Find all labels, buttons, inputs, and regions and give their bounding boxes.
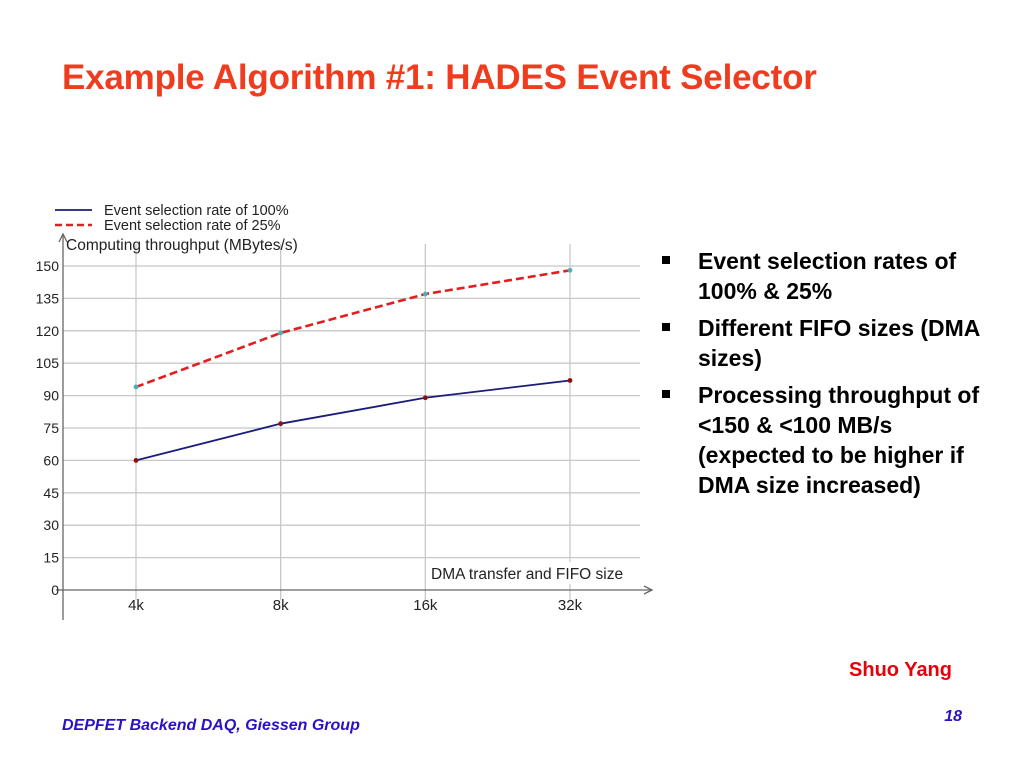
y-axis-arrow-icon: [58, 232, 68, 243]
data-point: [567, 267, 573, 273]
data-point: [133, 384, 139, 390]
data-point: [133, 458, 139, 463]
y-tick-label: 135: [36, 290, 60, 306]
y-tick-label: 90: [43, 388, 59, 404]
legend-label: Event selection rate of 25%: [104, 218, 281, 234]
chart-legend: Event selection rate of 100%Event select…: [55, 203, 289, 234]
footer-text: DEPFET Backend DAQ, Giessen Group: [62, 717, 360, 734]
series-line: [135, 379, 571, 462]
x-tick-label: 4k: [128, 597, 144, 614]
chart-labels: 0 15 30 45 60 75 90 105 120 135 150 4k 8k 16k 32k Compu…: [36, 237, 650, 614]
bullet-text: Different FIFO sizes (DMA sizes): [698, 315, 980, 371]
x-axis-title-background: [428, 562, 650, 584]
data-point: [278, 330, 284, 336]
y-tick-label: 120: [36, 323, 60, 339]
bullet-text: Processing throughput of <150 & <100 MB/…: [698, 382, 980, 498]
y-tick-label: 105: [36, 355, 60, 371]
chart-grid: [63, 244, 640, 600]
legend-label: Event selection rate of 100%: [104, 203, 289, 219]
throughput-chart: Event selection rate of 100% Event select…: [0, 190, 660, 630]
y-tick-label: 60: [43, 452, 59, 468]
y-tick-label: 150: [36, 258, 60, 274]
data-point: [422, 395, 428, 401]
x-axis-arrow-icon: [643, 585, 654, 595]
bullet-item: Event selection rates of 100% & 25%: [658, 246, 1004, 306]
x-axis-title: DMA transfer and FIFO size: [431, 566, 623, 583]
y-tick-label: 30: [43, 517, 59, 533]
slide-title: Example Algorithm #1: HADES Event Select…: [62, 58, 817, 97]
page-number: 18: [944, 708, 962, 725]
series-line: [135, 269, 571, 389]
y-axis-title: Computing throughput (MBytes/s): [66, 237, 298, 254]
bullet-item: Processing throughput of <150 & <100 MB/…: [658, 380, 1004, 500]
x-tick-label: 16k: [413, 597, 438, 614]
chart-axes: [56, 232, 654, 620]
y-tick-label: 0: [51, 582, 59, 598]
bullet-item: Different FIFO sizes (DMA sizes): [658, 313, 1004, 373]
chart-series: [133, 267, 573, 463]
bullet-text: Event selection rates of 100% & 25%: [698, 248, 957, 304]
data-point: [278, 421, 284, 427]
bullet-list: Event selection rates of 100% & 25% Diff…: [658, 246, 1004, 507]
y-tick-label: 75: [43, 420, 59, 436]
x-tick-label: 8k: [273, 597, 289, 614]
y-tick-label: 15: [43, 550, 59, 566]
chart-svg: Event selection rate of 100%Event select…: [36, 203, 654, 620]
square-bullet-icon: [662, 390, 670, 398]
square-bullet-icon: [662, 256, 670, 264]
square-bullet-icon: [662, 323, 670, 331]
data-point: [422, 291, 428, 297]
y-tick-label: 45: [43, 485, 59, 501]
x-tick-label: 32k: [558, 597, 583, 614]
author-name: Shuo Yang: [849, 659, 952, 681]
data-point: [567, 378, 573, 383]
